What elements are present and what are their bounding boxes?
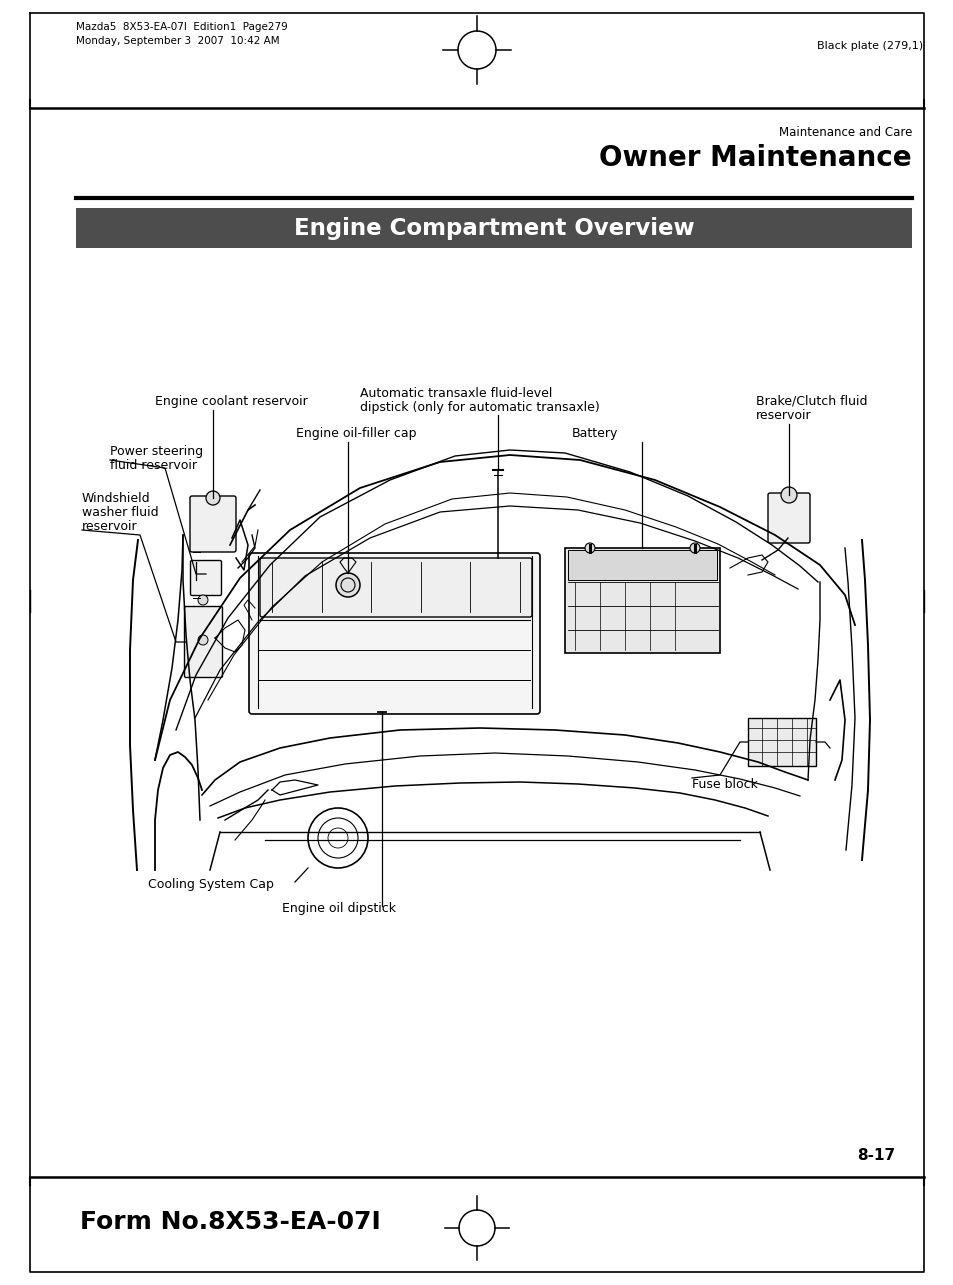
- Circle shape: [584, 544, 595, 553]
- Circle shape: [781, 487, 796, 502]
- Text: Engine Compartment Overview: Engine Compartment Overview: [294, 216, 694, 239]
- FancyBboxPatch shape: [249, 553, 539, 714]
- Circle shape: [689, 544, 700, 553]
- Text: Brake/Clutch fluid: Brake/Clutch fluid: [755, 394, 866, 409]
- Text: Monday, September 3  2007  10:42 AM: Monday, September 3 2007 10:42 AM: [76, 36, 279, 46]
- FancyBboxPatch shape: [747, 718, 815, 766]
- Text: Battery: Battery: [572, 427, 618, 439]
- FancyBboxPatch shape: [190, 496, 235, 553]
- Text: washer fluid: washer fluid: [82, 506, 158, 519]
- FancyBboxPatch shape: [260, 558, 532, 617]
- Text: Engine oil-filler cap: Engine oil-filler cap: [295, 427, 416, 439]
- Text: 8-17: 8-17: [856, 1148, 894, 1163]
- Text: Black plate (279,1): Black plate (279,1): [816, 41, 923, 51]
- Text: Owner Maintenance: Owner Maintenance: [598, 144, 911, 172]
- Text: Automatic transaxle fluid-level: Automatic transaxle fluid-level: [359, 387, 552, 400]
- FancyBboxPatch shape: [564, 547, 720, 653]
- Text: Mazda5  8X53-EA-07I  Edition1  Page279: Mazda5 8X53-EA-07I Edition1 Page279: [76, 22, 288, 32]
- Circle shape: [206, 491, 220, 505]
- Text: fluid reservoir: fluid reservoir: [110, 459, 196, 472]
- FancyBboxPatch shape: [767, 493, 809, 544]
- FancyBboxPatch shape: [184, 607, 222, 677]
- Text: Fuse block: Fuse block: [691, 777, 757, 792]
- FancyBboxPatch shape: [567, 550, 717, 580]
- Text: Form No.8X53-EA-07I: Form No.8X53-EA-07I: [80, 1210, 380, 1234]
- FancyBboxPatch shape: [76, 208, 911, 248]
- Circle shape: [308, 808, 368, 867]
- Text: reservoir: reservoir: [82, 520, 137, 533]
- Text: Cooling System Cap: Cooling System Cap: [148, 878, 274, 891]
- Text: dipstick (only for automatic transaxle): dipstick (only for automatic transaxle): [359, 401, 599, 414]
- Text: Engine oil dipstick: Engine oil dipstick: [282, 902, 395, 915]
- Text: reservoir: reservoir: [755, 409, 811, 421]
- Text: Maintenance and Care: Maintenance and Care: [778, 126, 911, 139]
- Text: Power steering: Power steering: [110, 445, 203, 457]
- Circle shape: [335, 573, 359, 598]
- Circle shape: [198, 595, 208, 605]
- FancyBboxPatch shape: [191, 560, 221, 595]
- Text: Windshield: Windshield: [82, 492, 151, 505]
- Text: Engine coolant reservoir: Engine coolant reservoir: [154, 394, 308, 409]
- Circle shape: [198, 635, 208, 645]
